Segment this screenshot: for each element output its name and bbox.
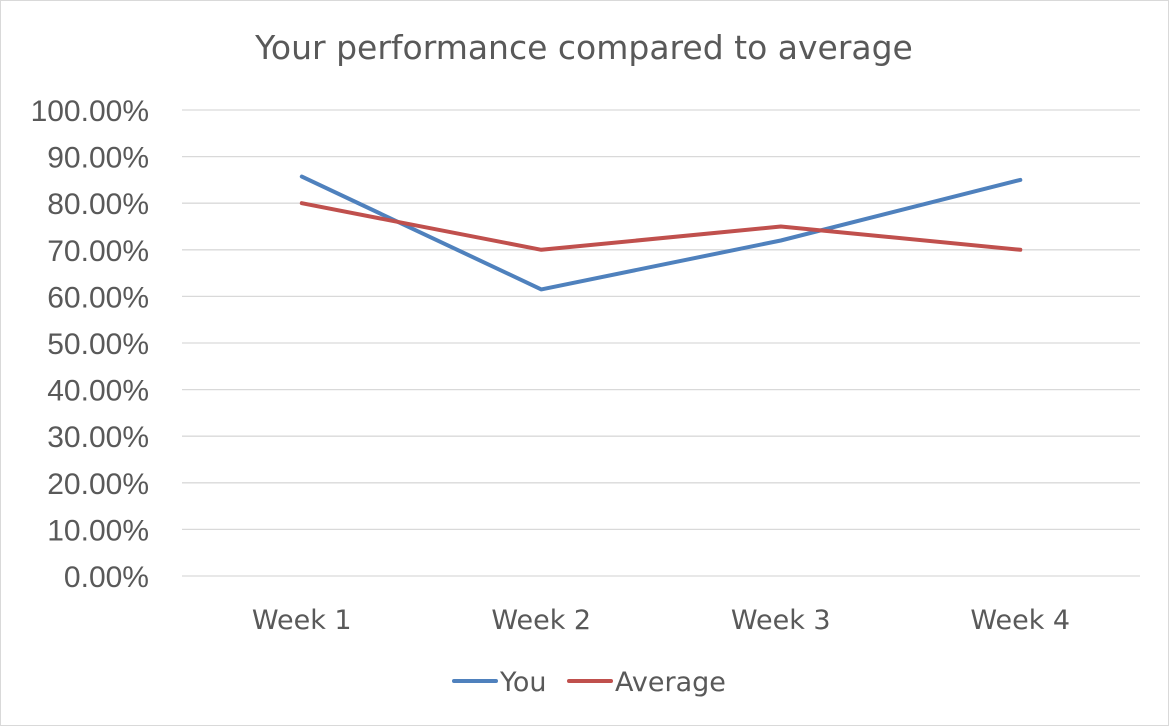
y-tick-label: 90.00% (47, 142, 149, 175)
x-tick-label: Week 2 (491, 605, 591, 636)
y-tick-label: 60.00% (47, 281, 149, 314)
y-tick-label: 20.00% (47, 468, 149, 501)
x-tick-label: Week 1 (252, 605, 352, 636)
x-tick-label: Week 3 (731, 605, 831, 636)
y-tick-label: 0.00% (64, 561, 149, 594)
y-tick-label: 50.00% (47, 328, 149, 361)
chart-title: Your performance compared to average (254, 28, 913, 67)
y-tick-label: 10.00% (47, 514, 149, 547)
y-tick-label: 70.00% (47, 235, 149, 268)
x-axis-ticks: Week 1 Week 2 Week 3 Week 4 (252, 605, 1070, 636)
series-lines (299, 174, 1023, 292)
legend: You Average (452, 667, 726, 698)
y-tick-label: 30.00% (47, 421, 149, 454)
y-tick-label: 100.00% (31, 95, 149, 128)
y-axis-ticks: 0.00% 10.00% 20.00% 30.00% 40.00% 50.00% 60.00… (31, 95, 149, 594)
series-line-average (299, 201, 1023, 252)
legend-label: Average (615, 667, 726, 698)
x-tick-label: Week 4 (970, 605, 1070, 636)
series-line-you (299, 174, 1023, 292)
y-tick-label: 80.00% (47, 188, 149, 221)
y-tick-label: 40.00% (47, 375, 149, 408)
legend-label: You (499, 667, 547, 698)
gridlines (182, 109, 1140, 577)
